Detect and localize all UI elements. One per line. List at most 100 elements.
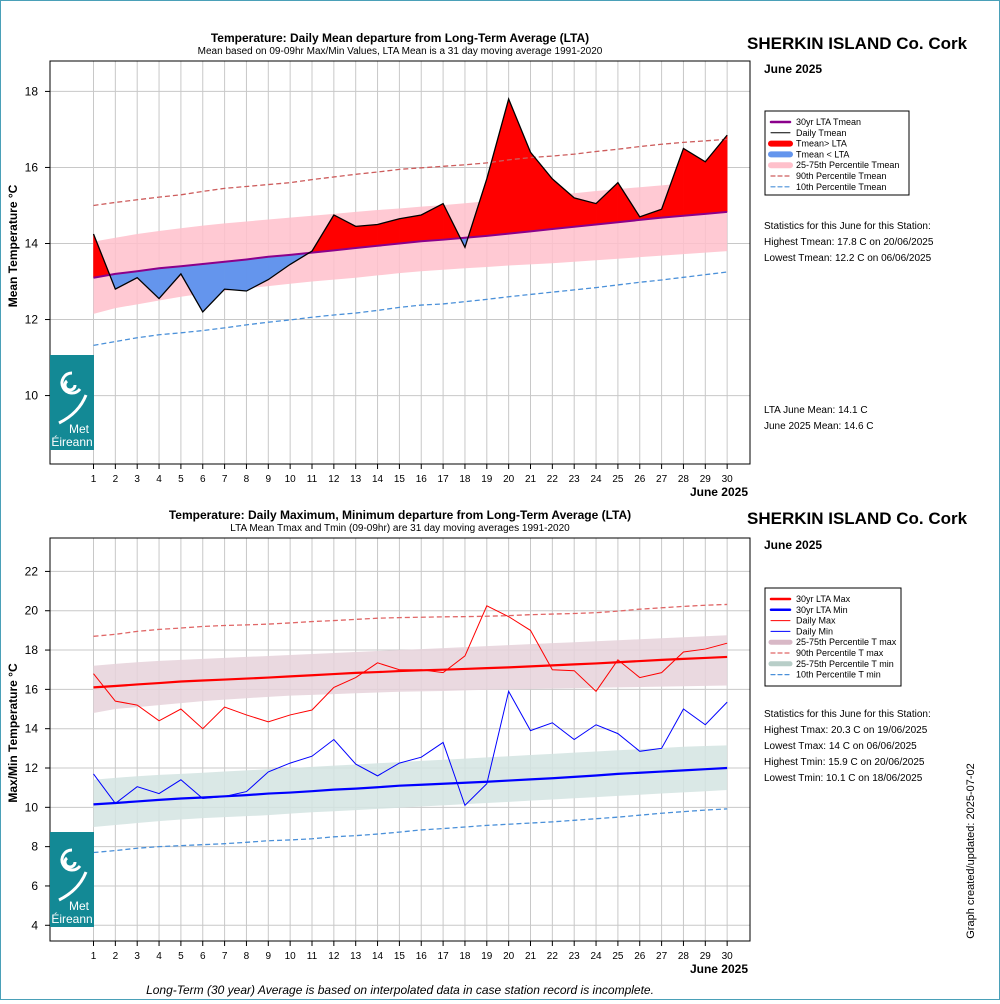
chart-1-stat-1: Highest Tmean: 17.8 C on 20/06/2025 (764, 237, 934, 248)
swirl-tail-icon (58, 871, 88, 902)
y-tick-label: 4 (31, 918, 38, 932)
y-tick-label: 16 (25, 160, 39, 174)
y-tick-label: 12 (25, 761, 39, 775)
x-tick-label: 13 (350, 474, 362, 485)
x-tick-label: 11 (307, 474, 318, 485)
x-tick-label: 8 (244, 951, 250, 962)
tmean-above-fill (683, 147, 706, 217)
x-tick-label: 17 (438, 951, 450, 962)
logo-text-met: Met (69, 422, 90, 436)
y-tick-label: 16 (25, 682, 39, 696)
y-tick-label: 8 (31, 840, 38, 854)
legend-label: Daily Tmean (796, 128, 846, 138)
y-tick-label: 10 (25, 389, 39, 403)
x-tick-label: 20 (503, 951, 515, 962)
chart-2-xlabel: June 2025 (690, 962, 748, 976)
chart-2-marks (93, 603, 728, 854)
chart-2-station: SHERKIN ISLAND Co. Cork (747, 509, 968, 528)
logo-bg (50, 832, 94, 927)
chart-2-subtitle: LTA Mean Tmax and Tmin (09-09hr) are 31 … (230, 523, 570, 534)
x-tick-label: 29 (700, 951, 712, 962)
x-tick-label: 13 (350, 951, 362, 962)
x-tick-label: 15 (394, 474, 406, 485)
legend-label: 90th Percentile T max (796, 648, 884, 658)
logo-text-eireann: Éireann (51, 911, 92, 926)
x-tick-label: 6 (200, 951, 206, 962)
x-tick-label: 30 (722, 951, 734, 962)
x-tick-label: 23 (569, 474, 581, 485)
chart-1-stats-title: Statistics for this June for this Statio… (764, 221, 931, 232)
y-tick-label: 18 (25, 643, 39, 657)
chart-1-subtitle: Mean based on 09-09hr Max/Min Values, LT… (198, 46, 603, 57)
y-tick-label: 6 (31, 879, 38, 893)
chart-2-month: June 2025 (764, 538, 822, 552)
y-tick-label: 22 (25, 564, 39, 578)
tmean-above-fill (595, 182, 619, 225)
x-tick-label: 8 (244, 474, 250, 485)
chart-1-marks (92, 97, 728, 347)
x-tick-label: 5 (178, 951, 184, 962)
y-tick-label: 14 (25, 236, 39, 250)
chart-2-title: Temperature: Daily Maximum, Minimum depa… (169, 508, 631, 522)
x-tick-label: 22 (547, 474, 559, 485)
x-tick-label: 24 (590, 951, 602, 962)
chart-2-daily-min-line (93, 689, 728, 807)
legend-label: 25-75th Percentile Tmean (796, 160, 899, 170)
tmean-above-fill (705, 134, 728, 215)
x-tick-label: 18 (459, 474, 471, 485)
chart-2-stat-2: Lowest Tmax: 14 C on 06/06/2025 (764, 741, 917, 752)
tmean-above-fill (552, 178, 575, 230)
chart-2-p10-line (93, 808, 728, 854)
x-tick-label: 20 (503, 474, 515, 485)
chart-2-stat-1: Highest Tmax: 20.3 C on 19/06/2025 (764, 725, 928, 736)
logo-text-met: Met (69, 899, 90, 913)
legend-box (764, 587, 902, 687)
x-tick-label: 18 (459, 951, 471, 962)
chart-1-lta-line (93, 210, 728, 279)
tmean-above-fill (399, 214, 422, 244)
legend-label: 25-75th Percentile T min (796, 659, 894, 669)
legend-label: 30yr LTA Max (796, 594, 851, 604)
chart-1-month: June 2025 (764, 62, 822, 76)
chart-1-p90-line (93, 138, 728, 207)
chart-2-lta-min-line (93, 766, 728, 806)
x-tick-label: 24 (590, 474, 602, 485)
chart-1-station: SHERKIN ISLAND Co. Cork (747, 34, 968, 53)
x-tick-label: 4 (156, 951, 162, 962)
chart-2-stats-title: Statistics for this June for this Statio… (764, 709, 931, 720)
logo-bg (50, 355, 94, 450)
x-tick-label: 16 (416, 951, 428, 962)
x-tick-label: 19 (481, 474, 493, 485)
x-tick-label: 5 (178, 474, 184, 485)
x-tick-label: 6 (200, 474, 206, 485)
swirl-icon (60, 848, 82, 872)
tmean-above-fill (355, 224, 378, 249)
chart-2-ylabel: Max/Min Temperature °C (6, 663, 20, 803)
x-tick-label: 16 (416, 474, 428, 485)
chart-2-daily-max-line (93, 605, 728, 730)
x-tick-label: 9 (266, 474, 272, 485)
x-tick-label: 2 (113, 951, 119, 962)
chart-1-mean-month: June 2025 Mean: 14.6 C (764, 421, 874, 432)
x-tick-label: 11 (307, 951, 318, 962)
x-tick-label: 26 (634, 951, 646, 962)
legend-label: Daily Min (796, 626, 833, 636)
tmean-below-fill (224, 259, 247, 292)
chart-2-stat-3: Highest Tmin: 15.9 C on 20/06/2025 (764, 757, 925, 768)
x-tick-label: 10 (285, 474, 297, 485)
chart-1-p10-line (93, 271, 728, 347)
tmean-above-fill (530, 151, 553, 232)
legend-label: Tmean < LTA (796, 149, 849, 159)
chart-2-stat-4: Lowest Tmin: 10.1 C on 18/06/2025 (764, 773, 923, 784)
x-tick-label: 1 (91, 474, 97, 485)
chart-1-band-25-75 (93, 179, 728, 314)
x-tick-label: 28 (678, 474, 690, 485)
x-tick-label: 27 (656, 474, 668, 485)
x-tick-label: 21 (525, 474, 537, 485)
